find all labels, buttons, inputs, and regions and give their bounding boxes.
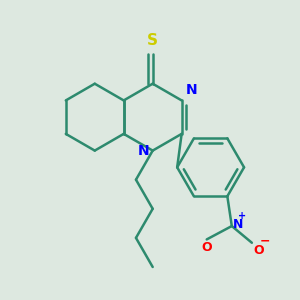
Text: −: − [260, 235, 270, 248]
Text: O: O [201, 241, 212, 254]
Text: +: + [238, 211, 247, 221]
Text: N: N [186, 83, 198, 98]
Text: N: N [233, 218, 244, 231]
Text: S: S [147, 33, 158, 48]
Text: N: N [138, 144, 150, 158]
Text: O: O [254, 244, 264, 257]
